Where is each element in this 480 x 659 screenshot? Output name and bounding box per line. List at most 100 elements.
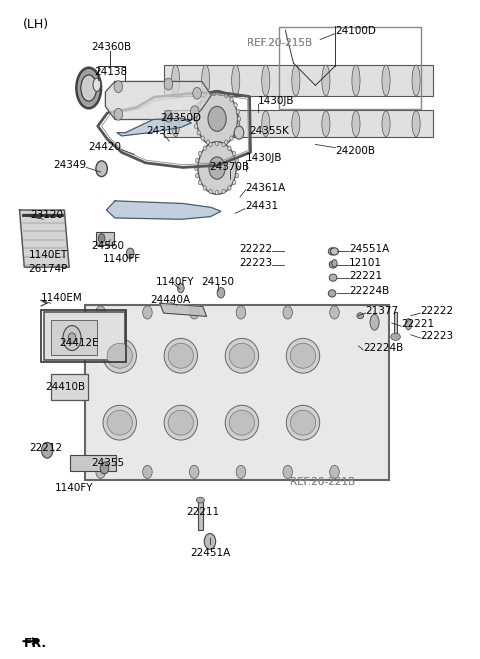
- Ellipse shape: [197, 103, 200, 107]
- Ellipse shape: [234, 130, 237, 135]
- Ellipse shape: [195, 158, 199, 163]
- Circle shape: [96, 465, 106, 478]
- Ellipse shape: [103, 405, 136, 440]
- Ellipse shape: [322, 111, 330, 136]
- Ellipse shape: [206, 93, 210, 98]
- Bar: [50, 374, 88, 401]
- Ellipse shape: [222, 142, 225, 147]
- Ellipse shape: [202, 111, 210, 136]
- Circle shape: [190, 306, 199, 319]
- Circle shape: [330, 306, 339, 319]
- Ellipse shape: [225, 93, 228, 98]
- Polygon shape: [160, 303, 206, 316]
- Ellipse shape: [412, 65, 420, 96]
- Ellipse shape: [228, 186, 231, 190]
- Text: 22211: 22211: [187, 507, 220, 517]
- Circle shape: [283, 306, 292, 319]
- Circle shape: [283, 465, 292, 478]
- Circle shape: [143, 306, 152, 319]
- Ellipse shape: [262, 65, 270, 96]
- Text: 21377: 21377: [365, 306, 398, 316]
- Ellipse shape: [286, 405, 320, 440]
- Circle shape: [236, 306, 246, 319]
- Ellipse shape: [225, 338, 259, 373]
- Text: 24200B: 24200B: [336, 146, 375, 156]
- Bar: [96, 232, 114, 245]
- Ellipse shape: [322, 65, 330, 96]
- Text: 22451A: 22451A: [190, 548, 230, 558]
- Text: 24431: 24431: [245, 201, 278, 211]
- Text: 22222: 22222: [240, 244, 273, 254]
- Polygon shape: [117, 118, 192, 136]
- Text: 23120: 23120: [30, 210, 63, 219]
- Text: 22222: 22222: [420, 306, 454, 316]
- Circle shape: [41, 442, 53, 458]
- Ellipse shape: [232, 65, 240, 96]
- Bar: [199, 501, 203, 530]
- Text: 24355K: 24355K: [250, 127, 289, 136]
- Ellipse shape: [286, 338, 320, 373]
- Ellipse shape: [195, 173, 199, 178]
- Ellipse shape: [164, 405, 198, 440]
- Ellipse shape: [196, 497, 204, 503]
- Text: 24560: 24560: [91, 241, 124, 251]
- Circle shape: [197, 91, 238, 147]
- Ellipse shape: [238, 117, 240, 121]
- Text: 24355: 24355: [91, 458, 124, 468]
- Ellipse shape: [107, 410, 132, 435]
- Text: 24440A: 24440A: [150, 295, 190, 305]
- Ellipse shape: [203, 186, 206, 190]
- Circle shape: [143, 465, 152, 478]
- Ellipse shape: [209, 142, 212, 147]
- Ellipse shape: [194, 166, 198, 171]
- Text: 1430JB: 1430JB: [246, 153, 282, 163]
- Ellipse shape: [292, 65, 300, 96]
- Text: 24412E: 24412E: [60, 337, 99, 348]
- Text: REF.20-221B: REF.20-221B: [290, 476, 355, 487]
- Ellipse shape: [103, 338, 136, 373]
- Text: (LH): (LH): [23, 18, 49, 31]
- Ellipse shape: [235, 158, 239, 163]
- Ellipse shape: [194, 109, 198, 114]
- Bar: [164, 65, 433, 96]
- Circle shape: [217, 287, 225, 298]
- Ellipse shape: [330, 248, 338, 255]
- Ellipse shape: [382, 111, 390, 136]
- Ellipse shape: [352, 65, 360, 96]
- Text: 24349: 24349: [53, 160, 86, 171]
- Text: 24551A: 24551A: [349, 244, 389, 254]
- Ellipse shape: [234, 103, 237, 107]
- Text: 22221: 22221: [401, 319, 434, 330]
- Text: 1140EM: 1140EM: [41, 293, 83, 303]
- Ellipse shape: [229, 343, 254, 368]
- Ellipse shape: [198, 152, 202, 156]
- Ellipse shape: [203, 146, 206, 150]
- Polygon shape: [106, 82, 211, 119]
- Text: 24420: 24420: [89, 142, 121, 152]
- Ellipse shape: [332, 260, 337, 267]
- Circle shape: [193, 88, 201, 99]
- Circle shape: [68, 333, 76, 343]
- Circle shape: [234, 126, 244, 139]
- Circle shape: [63, 326, 81, 351]
- Text: 24410B: 24410B: [45, 382, 85, 392]
- Ellipse shape: [232, 180, 236, 185]
- Ellipse shape: [230, 97, 233, 101]
- Ellipse shape: [81, 75, 96, 101]
- Ellipse shape: [235, 173, 239, 178]
- Text: 1140ET: 1140ET: [29, 250, 68, 260]
- Ellipse shape: [218, 91, 222, 96]
- Text: 24360B: 24360B: [91, 42, 131, 52]
- Circle shape: [236, 465, 246, 478]
- Bar: [44, 312, 124, 360]
- Circle shape: [100, 462, 109, 474]
- Ellipse shape: [328, 248, 336, 255]
- Text: 1140FY: 1140FY: [156, 277, 194, 287]
- Ellipse shape: [225, 405, 259, 440]
- Text: 22223: 22223: [420, 331, 454, 341]
- Ellipse shape: [232, 111, 240, 136]
- Circle shape: [98, 234, 105, 243]
- Circle shape: [330, 465, 339, 478]
- Text: 24138: 24138: [95, 67, 128, 76]
- Ellipse shape: [229, 410, 254, 435]
